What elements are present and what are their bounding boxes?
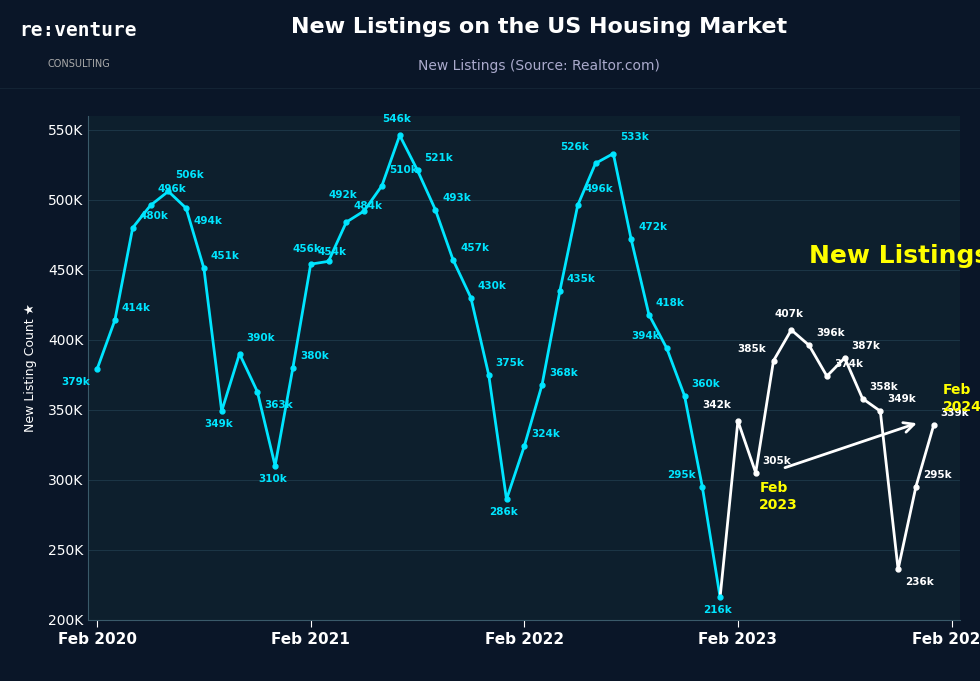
Text: 380k: 380k [300, 351, 328, 361]
Text: 407k: 407k [774, 308, 803, 319]
Text: 546k: 546k [382, 114, 412, 124]
Text: 496k: 496k [585, 185, 613, 194]
Text: 506k: 506k [175, 170, 204, 180]
Text: 472k: 472k [638, 222, 667, 232]
Text: 454k: 454k [318, 247, 347, 257]
Text: 342k: 342k [702, 400, 731, 410]
Text: 480k: 480k [139, 211, 169, 221]
Text: 418k: 418k [656, 298, 685, 308]
Text: 379k: 379k [62, 377, 90, 387]
Text: 451k: 451k [211, 251, 240, 262]
Text: 295k: 295k [923, 470, 952, 480]
Text: 216k: 216k [703, 605, 732, 616]
Text: 295k: 295k [666, 470, 696, 480]
Text: 349k: 349k [887, 394, 916, 405]
Text: 521k: 521k [424, 153, 453, 163]
Text: 510k: 510k [389, 165, 417, 174]
Text: 305k: 305k [762, 456, 792, 466]
Text: 492k: 492k [328, 190, 357, 200]
Text: New Listings (Source: Realtor.com): New Listings (Source: Realtor.com) [418, 59, 660, 74]
Text: 236k: 236k [906, 577, 934, 588]
Y-axis label: New Listing Count ★: New Listing Count ★ [24, 303, 37, 432]
Text: 494k: 494k [193, 216, 221, 226]
Text: 396k: 396k [816, 328, 845, 338]
Text: 430k: 430k [478, 281, 507, 291]
Text: 339k: 339k [941, 408, 969, 418]
Text: 387k: 387k [852, 341, 880, 351]
Text: 390k: 390k [246, 332, 275, 343]
Text: re:venture: re:venture [20, 22, 137, 40]
Text: 360k: 360k [692, 379, 720, 389]
Text: 394k: 394k [631, 331, 660, 341]
Text: 435k: 435k [566, 274, 596, 284]
Text: Feb
2024: Feb 2024 [943, 383, 980, 413]
Text: New Listings: New Listings [809, 244, 980, 268]
Text: 358k: 358k [869, 381, 899, 392]
Text: 493k: 493k [442, 193, 471, 203]
Text: New Listings on the US Housing Market: New Listings on the US Housing Market [291, 16, 787, 37]
Text: 385k: 385k [738, 344, 766, 354]
Text: 363k: 363k [265, 400, 293, 409]
Text: 457k: 457k [460, 243, 489, 253]
Text: 310k: 310k [258, 474, 287, 484]
Text: 374k: 374k [834, 359, 862, 369]
Text: 526k: 526k [560, 142, 589, 153]
Text: 533k: 533k [620, 132, 649, 142]
Text: 456k: 456k [293, 244, 321, 255]
Text: 324k: 324k [531, 429, 561, 439]
Text: 414k: 414k [122, 303, 151, 313]
Text: CONSULTING: CONSULTING [47, 59, 110, 69]
Text: 375k: 375k [496, 358, 524, 368]
Text: 349k: 349k [205, 419, 233, 429]
Text: Feb
2023: Feb 2023 [760, 481, 798, 511]
Text: 286k: 286k [489, 507, 518, 518]
Text: 496k: 496k [158, 185, 186, 194]
Text: 368k: 368k [549, 368, 578, 377]
Text: 484k: 484k [353, 201, 382, 211]
